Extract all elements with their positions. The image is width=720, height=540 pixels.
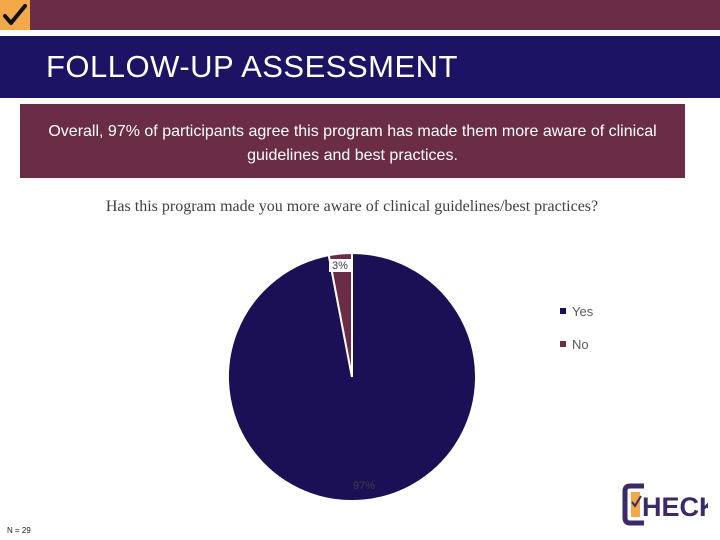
check-icon	[3, 4, 27, 25]
logo-text: HECK	[642, 492, 708, 522]
summary-box: Overall, 97% of participants agree this …	[20, 104, 685, 178]
legend-label-no: No	[572, 336, 589, 352]
data-label-yes: 97%	[353, 480, 375, 492]
page-title: FOLLOW-UP ASSESSMENT	[46, 49, 458, 84]
title-band	[0, 36, 720, 98]
legend-item-no: No	[560, 335, 593, 353]
pie-slice-no	[327, 251, 353, 378]
chart-legend: Yes No	[560, 302, 593, 368]
top-bar	[0, 0, 720, 30]
summary-text: Overall, 97% of participants agree this …	[48, 123, 657, 164]
legend-swatch-no	[560, 341, 566, 347]
chart-title: Has this program made you more aware of …	[105, 198, 599, 215]
check-logo: HECK	[622, 482, 719, 526]
data-label-no: 3%	[332, 260, 348, 272]
legend-label-yes: Yes	[572, 303, 594, 319]
sample-size: N = 29	[7, 526, 31, 535]
data-label-bg-no	[329, 259, 351, 272]
legend-swatch-yes	[560, 308, 566, 314]
check-badge	[0, 0, 30, 30]
legend-item-yes: Yes	[560, 302, 593, 320]
